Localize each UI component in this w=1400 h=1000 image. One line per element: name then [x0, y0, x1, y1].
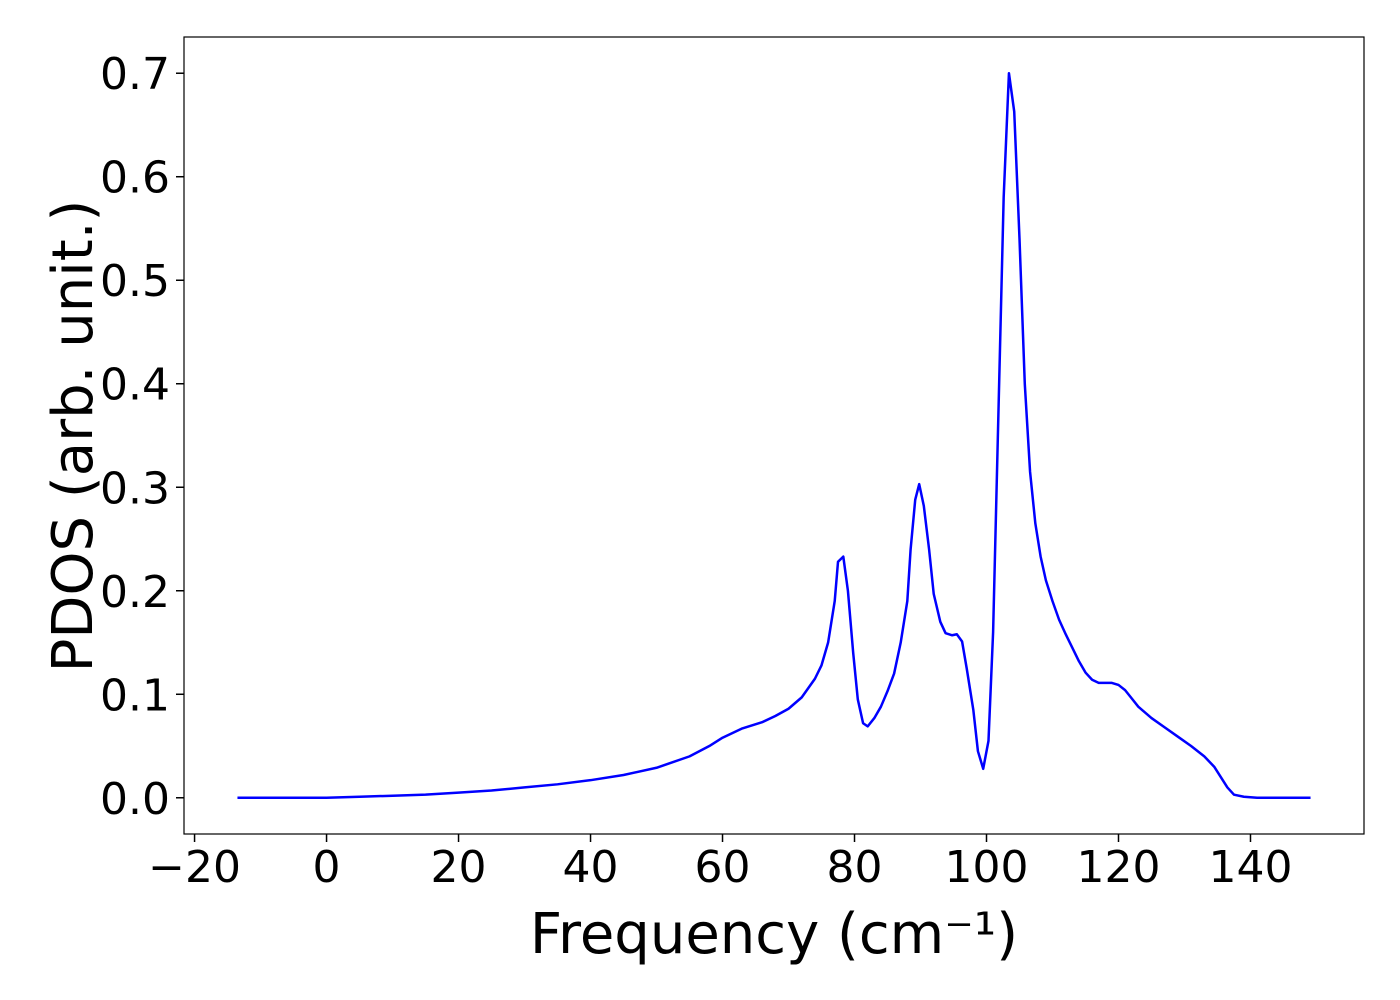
line [237, 71, 1311, 800]
x-tick-label: 0 [313, 842, 341, 893]
x-tick-label: 40 [563, 842, 619, 893]
x-tick-label: 80 [827, 842, 883, 893]
y-tick-label: 0.7 [100, 49, 170, 100]
y-tick-label: 0.2 [100, 567, 170, 618]
y-tick-label: 0.4 [100, 360, 170, 411]
x-tick-label: 60 [695, 842, 751, 893]
x-tick-label: 140 [1208, 842, 1292, 893]
y-tick-label: 0.6 [100, 153, 170, 204]
x-tick-label: 20 [431, 842, 487, 893]
x-tick-label: 100 [945, 842, 1029, 893]
x-axis-label: Frequency (cm⁻¹) [530, 902, 1018, 967]
x-tick-label: 120 [1077, 842, 1161, 893]
y-tick-label: 0.1 [100, 670, 170, 721]
y-tick-label: 0.3 [100, 463, 170, 514]
plot-frame [183, 36, 1365, 835]
x-tick-label: −20 [148, 842, 241, 893]
y-tick-label: 0.0 [100, 774, 170, 825]
y-axis-label: PDOS (arb. unit.) [41, 200, 106, 673]
y-tick-label: 0.5 [100, 256, 170, 307]
